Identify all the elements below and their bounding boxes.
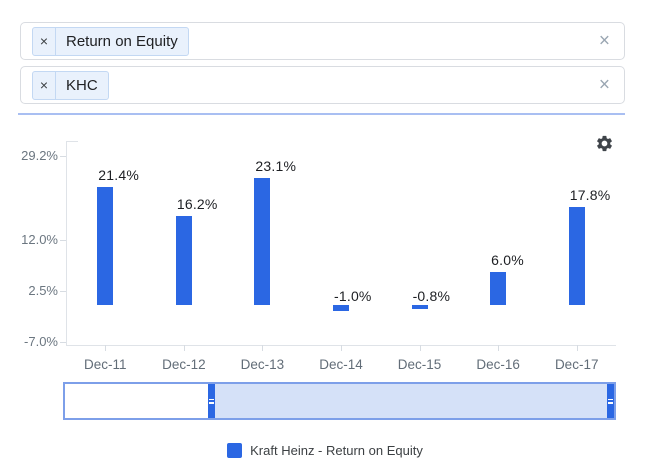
range-slider-right-handle[interactable] [607, 384, 614, 418]
remove-ticker-tag-button[interactable]: × [33, 71, 56, 99]
y-axis-tick-label: 29.2% [21, 148, 58, 163]
bar-data-label: 16.2% [176, 195, 218, 212]
metric-filter-input[interactable]: × Return on Equity × [20, 22, 625, 60]
bar[interactable] [175, 215, 192, 305]
ticker-filter-input[interactable]: × KHC × [20, 66, 625, 104]
bar[interactable] [333, 305, 349, 311]
handle-grip-icon [209, 402, 214, 404]
y-axis-tick-label: 12.0% [21, 232, 58, 247]
y-axis-tick [60, 291, 66, 292]
timeline-range-slider[interactable] [63, 382, 616, 420]
handle-grip-icon [608, 402, 613, 404]
handle-grip-icon [608, 398, 613, 400]
y-axis-tick-label: -7.0% [24, 334, 58, 349]
y-axis-line [66, 141, 67, 345]
remove-metric-tag-button[interactable]: × [33, 27, 56, 55]
ticker-tag-label: KHC [66, 76, 98, 94]
bar[interactable] [490, 272, 507, 305]
x-axis-tick-label: Dec-11 [84, 357, 127, 372]
x-axis-tick [419, 345, 421, 351]
bar[interactable] [568, 207, 585, 305]
bar-data-label: 6.0% [491, 252, 524, 268]
x-axis-tick [183, 345, 185, 351]
range-slider-left-handle[interactable] [208, 384, 215, 418]
bar[interactable] [97, 187, 114, 305]
x-axis-tick [576, 345, 578, 351]
bar-data-label: -1.0% [334, 288, 372, 304]
y-axis-tick-label: 2.5% [28, 283, 58, 298]
ticker-tag: × KHC [32, 70, 109, 100]
chart-settings-button[interactable] [592, 131, 616, 155]
y-axis-tick [60, 240, 66, 241]
bar-data-label: 23.1% [255, 157, 297, 174]
x-axis-tick-label: Dec-13 [240, 357, 285, 372]
x-axis-tick-label: Dec-16 [476, 357, 520, 372]
x-axis-tick [341, 345, 342, 351]
bar-data-label: -0.8% [412, 288, 451, 304]
y-axis-top-tick [66, 141, 78, 142]
x-axis-tick [498, 345, 500, 351]
x-axis-tick-label: Dec-12 [162, 357, 206, 372]
legend-swatch-icon [227, 442, 243, 458]
bar[interactable] [411, 305, 428, 310]
range-slider-unselected-region[interactable] [65, 384, 208, 418]
gear-icon [596, 135, 612, 151]
clear-ticker-input-button[interactable]: × [595, 74, 614, 97]
clear-metric-input-button[interactable]: × [595, 30, 614, 53]
x-axis-tick-label: Dec-15 [397, 357, 442, 372]
metric-tag-label: Return on Equity [66, 32, 178, 50]
handle-grip-icon [209, 398, 214, 400]
metric-tag: × Return on Equity [32, 26, 189, 56]
bar[interactable] [254, 177, 271, 305]
legend-label: Kraft Heinz - Return on Equity [250, 442, 423, 458]
chart-legend-item[interactable]: Kraft Heinz - Return on Equity [0, 440, 650, 460]
bar-data-label: 17.8% [569, 187, 611, 204]
section-divider [18, 113, 625, 115]
x-axis-tick-label: Dec-14 [319, 357, 363, 372]
x-axis-tick-label: Dec-17 [554, 357, 599, 372]
x-axis-line [66, 345, 616, 346]
y-axis-tick [60, 156, 66, 157]
x-axis-tick [262, 345, 264, 351]
x-axis-tick [105, 345, 107, 351]
y-axis-tick [60, 342, 66, 343]
bar-data-label: 21.4% [98, 167, 139, 184]
